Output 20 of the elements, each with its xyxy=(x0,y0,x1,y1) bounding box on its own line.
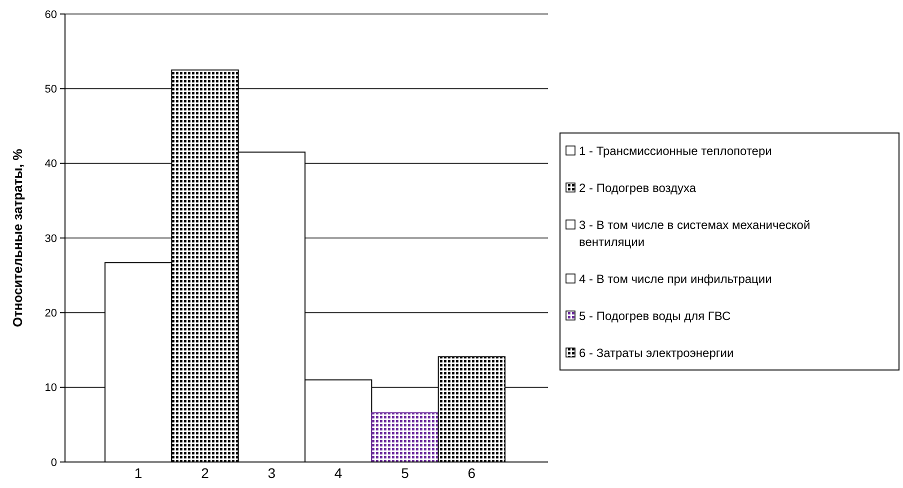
y-tick-label: 0 xyxy=(50,456,57,469)
legend-label: 1 - Трансмиссионные теплопотери xyxy=(579,144,772,158)
x-tick-label: 4 xyxy=(334,465,342,481)
y-tick-label: 50 xyxy=(44,84,57,96)
legend-label: 6 - Затраты электроэнергии xyxy=(579,346,734,360)
x-tick-label: 5 xyxy=(401,465,410,481)
legend-label: 4 - В том числе при инфильтрации xyxy=(579,272,772,286)
y-tick-label: 20 xyxy=(44,308,57,320)
y-tick-label: 40 xyxy=(44,158,57,170)
x-tick-label: 2 xyxy=(201,465,210,481)
legend-label: 5 - Подогрев воды для ГВС xyxy=(579,309,732,323)
y-tick-label: 30 xyxy=(44,232,57,245)
x-tick-label: 1 xyxy=(134,465,142,481)
legend-label: 2 - Подогрев воздуха xyxy=(579,181,696,195)
x-tick-label: 6 xyxy=(468,465,476,481)
x-tick-label: 3 xyxy=(268,465,276,481)
y-axis-title: Относительные затраты, % xyxy=(10,148,25,328)
y-tick-label: 10 xyxy=(44,382,57,394)
y-tick-label: 60 xyxy=(44,8,57,21)
legend-label: 3 - В том числе в системах механической вентиляции xyxy=(579,218,810,249)
